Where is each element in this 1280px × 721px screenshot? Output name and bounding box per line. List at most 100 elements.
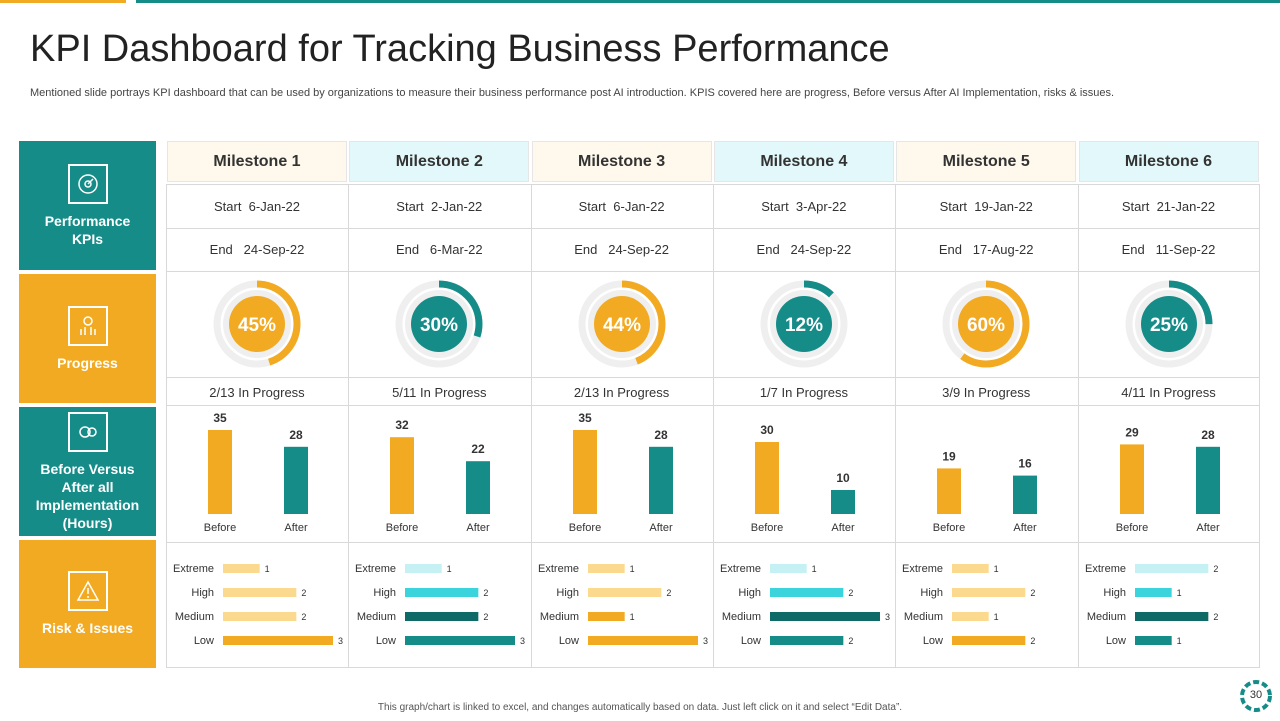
risk-category-label: Low [194,635,214,647]
risk-category-label: Low [1105,635,1125,647]
page-number: 30 [1249,689,1263,701]
progress-status: 5/11 In Progress [392,385,487,400]
risk-bar [587,564,625,573]
risk-value-label: 1 [812,564,817,574]
milestone-end-date: End 24-Sep-22 [574,242,669,257]
column-divider [895,184,897,668]
bar-value-label: 28 [654,428,668,442]
implementation-icon [67,411,108,452]
sidebar-label: Before Versus After all Implementation (… [35,460,140,531]
progress-donut: 30% [395,280,483,368]
milestone-header-1: Milestone 1 [167,141,347,182]
donut-arc [578,280,666,368]
before-after-chart: 30 Before 10 After [751,423,855,534]
bar-value-label: 32 [396,418,410,432]
bar-after [648,446,673,514]
risk-category-label: High [1103,587,1126,599]
milestone-end-date: End 6-Mar-22 [395,242,483,257]
risk-category-label: Medium [539,611,578,623]
risk-bar [769,636,844,645]
progress-status: 4/11 In Progress [1121,385,1216,400]
risk-bar [405,588,479,597]
risk-bar [952,588,1026,597]
risk-value-label: 1 [629,612,634,622]
sidebar-label: Progress [57,354,118,371]
donut-center [958,296,1015,352]
bar-category-label: After [1196,522,1220,534]
risk-value-label: 2 [301,588,306,598]
column-divider [348,184,350,668]
column-divider [1077,184,1079,668]
risk-value-label: 3 [338,636,343,646]
bar-value-label: 16 [1019,457,1033,471]
donut-center [1140,296,1197,352]
donut-arc [942,280,1030,368]
donut-arc [760,280,848,368]
risk-bar [952,564,989,573]
risk-bar [769,612,880,621]
risk-bar [1134,636,1172,645]
donut-center [411,296,468,352]
before-after-chart: 19 Before 16 After [933,449,1038,534]
risk-value-label: 2 [666,588,671,598]
risk-category-label: High [556,587,579,599]
milestone-start-date: Start 3-Apr-22 [761,199,847,214]
risk-issues-chart: Extreme 1 High 2 Medium 2 Low 3 [355,563,525,647]
risk-value-label: 2 [1031,588,1036,598]
progress-percent-label: 45% [238,315,276,336]
progress-status: 3/9 In Progress [942,385,1031,400]
gear-icon [1240,680,1272,712]
bar-before [208,430,232,514]
progress-donut: 25% [1125,280,1213,368]
milestone-header-4: Milestone 4 [713,141,894,182]
bar-value-label: 28 [1201,428,1215,442]
risk-category-label: Medium [357,611,396,623]
warning-icon [67,571,108,611]
risk-value-label: 2 [1213,564,1218,574]
risk-bar [952,612,989,621]
risk-value-label: 2 [848,636,853,646]
bar-category-label: Before [568,522,600,534]
risk-bar [952,636,1026,645]
risk-value-label: 2 [484,588,489,598]
before-after-chart: 32 Before 22 After [386,418,491,534]
performance-icon [67,163,108,204]
progress-percent-label: 44% [603,315,641,336]
milestone-header-6: Milestone 6 [1078,141,1259,182]
progress-percent-label: 25% [1150,315,1188,336]
milestone-start-date: Start 6-Jan-22 [214,199,300,214]
risk-issues-chart: Extreme 1 High 2 Medium 1 Low 2 [902,563,1036,647]
risk-issues-chart: Extreme 2 High 1 Medium 2 Low 1 [1085,563,1218,647]
risk-category-label: Extreme [538,563,579,575]
top-accent-orange [0,0,126,3]
bar-category-label: Before [751,522,783,534]
milestone-end-date: End 17-Aug-22 [938,242,1034,257]
risk-value-label: 2 [848,588,853,598]
bar-category-label: Before [1115,522,1147,534]
risk-bar [405,564,442,573]
risk-category-label: High [921,587,944,599]
risk-category-label: Extreme [902,563,943,575]
bar-category-label: After [831,522,855,534]
bar-value-label: 10 [836,471,850,485]
risk-bar [769,564,807,573]
risk-category-label: Extreme [173,563,214,575]
risk-value-label: 2 [301,612,306,622]
risk-value-label: 1 [994,612,999,622]
risk-bar [1134,612,1208,621]
risk-value-label: 2 [1213,612,1218,622]
risk-bar [223,636,333,645]
sidebar-risk-issues: Risk & Issues [19,540,156,668]
before-after-chart: 35 Before 28 After [568,411,673,534]
risk-bar [223,564,260,573]
before-after-chart: 35 Before 28 After [204,411,308,534]
bar-value-label: 35 [213,411,227,425]
progress-donut: 12% [760,280,848,368]
risk-category-label: High [374,587,397,599]
milestone-end-date: End 24-Sep-22 [756,242,852,257]
donut-arc [1125,280,1213,368]
milestone-end-date: End 24-Sep-22 [209,242,305,257]
before-after-chart: 29 Before 28 After [1115,425,1220,534]
risk-value-label: 1 [1176,588,1181,598]
bar-after [1195,446,1220,514]
